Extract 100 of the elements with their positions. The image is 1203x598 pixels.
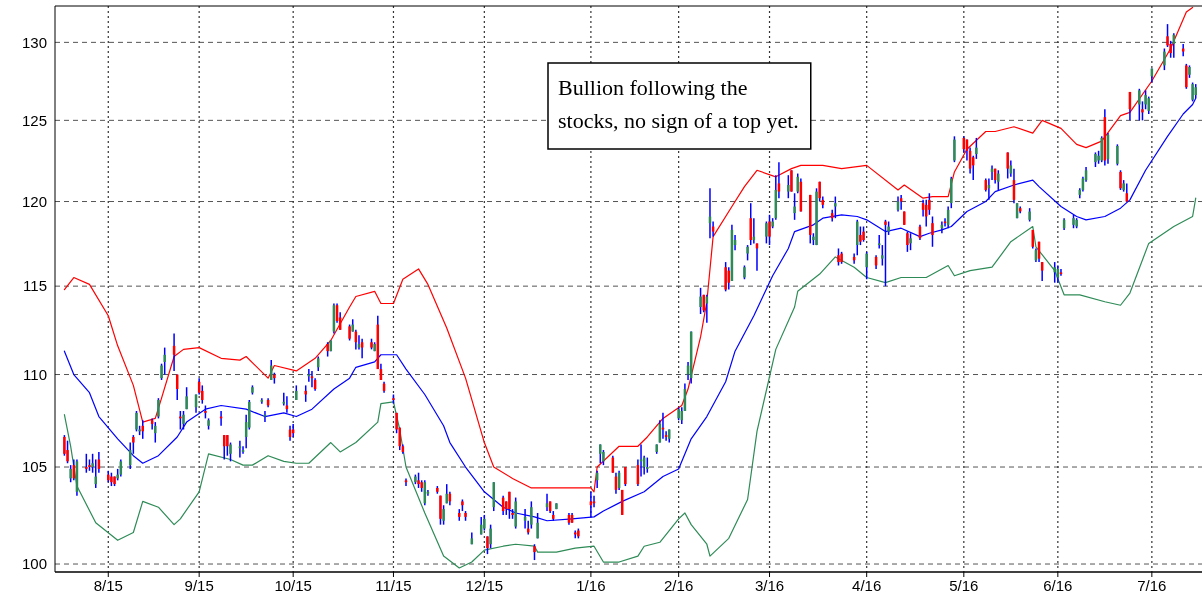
candlestick: [157, 397, 160, 420]
candlestick: [154, 421, 157, 444]
candlestick: [953, 135, 956, 163]
candlestick: [624, 466, 627, 487]
candlestick: [771, 217, 774, 229]
candlestick: [768, 214, 771, 246]
candlestick: [85, 453, 88, 474]
candlestick: [765, 220, 768, 245]
y-tick-label: 120: [21, 192, 47, 210]
line-series: [63, 6, 1194, 493]
x-tick-label: 5/16: [949, 577, 979, 594]
x-tick-label: 8/15: [93, 577, 123, 594]
candlestick: [862, 225, 865, 243]
candlestick: [273, 371, 276, 385]
candlestick: [414, 473, 417, 485]
x-tick-label: 2/16: [664, 577, 694, 594]
y-tick-label: 130: [21, 33, 47, 51]
candlestick: [749, 202, 752, 246]
candlestick: [1116, 143, 1119, 167]
candlestick: [373, 341, 376, 352]
candlestick: [1006, 151, 1009, 180]
candlestick: [931, 215, 934, 248]
x-tick-label: 9/15: [184, 577, 214, 594]
candlestick: [746, 244, 749, 262]
candlestick: [207, 417, 210, 431]
candlestick: [417, 471, 420, 489]
x-tick-label: 12/15: [465, 577, 504, 594]
candlestick: [815, 187, 818, 246]
x-tick-label: 1/16: [576, 577, 606, 594]
x-tick-label: 7/16: [1137, 577, 1167, 594]
candlestick: [1185, 63, 1188, 90]
x-tick-label: 4/16: [852, 577, 882, 594]
x-tick-label: 6/16: [1043, 577, 1073, 594]
candlestick: [295, 384, 298, 401]
candlestick: [646, 456, 649, 474]
candlestick: [489, 523, 492, 549]
candlestick: [107, 470, 110, 483]
candlestick: [840, 251, 843, 265]
candlestick: [577, 527, 580, 540]
candlestick: [837, 247, 840, 267]
candlestick: [1072, 214, 1075, 229]
candlestick: [360, 337, 364, 360]
candlestick: [997, 169, 1000, 191]
candlestick: [699, 287, 702, 315]
candlestick: [483, 514, 486, 532]
candlestick: [1028, 207, 1031, 223]
candlestick: [229, 441, 232, 463]
candlestick: [909, 232, 912, 251]
candlestick: [110, 471, 113, 487]
candlestick: [655, 443, 658, 455]
candlestick: [1188, 64, 1191, 79]
candlestick: [251, 384, 254, 396]
candlestick: [903, 210, 906, 226]
candlestick: [906, 230, 909, 253]
candlestick: [865, 251, 868, 280]
y-tick-label: 105: [21, 458, 47, 476]
candlestick: [1138, 88, 1141, 122]
candlestick: [163, 346, 166, 376]
line-series: [63, 197, 1197, 569]
candlestick: [1094, 151, 1097, 168]
candlestick: [724, 261, 727, 293]
candlestick: [442, 504, 445, 526]
candlestick: [370, 337, 373, 351]
candlestick: [793, 192, 796, 221]
candlestick: [1119, 169, 1122, 191]
candlestick: [599, 443, 602, 464]
y-tick-label: 115: [23, 277, 47, 295]
candlestick: [975, 137, 978, 160]
y-tick-label: 125: [21, 111, 47, 129]
annotation: Bullion following the stocks, no sign of a top yet.: [558, 75, 799, 133]
x-tick-label: 3/16: [754, 577, 785, 594]
candlestick: [182, 410, 185, 431]
candlestick: [677, 406, 680, 421]
candlestick: [461, 498, 464, 512]
y-tick-label: 110: [23, 365, 47, 383]
y-tick-label: 100: [21, 555, 47, 573]
candlestick: [834, 195, 837, 219]
x-tick-label: 11/15: [375, 577, 412, 594]
candlestick: [436, 485, 439, 495]
candlestick: [326, 341, 329, 358]
candlestick: [1075, 217, 1078, 229]
candlestick: [348, 323, 351, 342]
candlestick: [88, 458, 91, 472]
candlestick: [859, 225, 862, 246]
candlestick: [877, 234, 881, 250]
candlestick: [141, 419, 144, 440]
candlestick: [1163, 47, 1166, 71]
candlestick: [439, 494, 442, 526]
candlestick: [884, 219, 887, 287]
candlestick: [950, 176, 953, 209]
candlestick: [204, 404, 207, 420]
candlestick: [132, 434, 135, 455]
candlestick: [392, 393, 395, 405]
candlestick: [135, 410, 138, 433]
candlestick: [66, 439, 69, 464]
candlestick: [304, 384, 307, 403]
candlestick: [787, 174, 790, 199]
candlestick: [69, 464, 72, 483]
candlestick: [1100, 135, 1103, 163]
candlestick: [226, 434, 229, 457]
